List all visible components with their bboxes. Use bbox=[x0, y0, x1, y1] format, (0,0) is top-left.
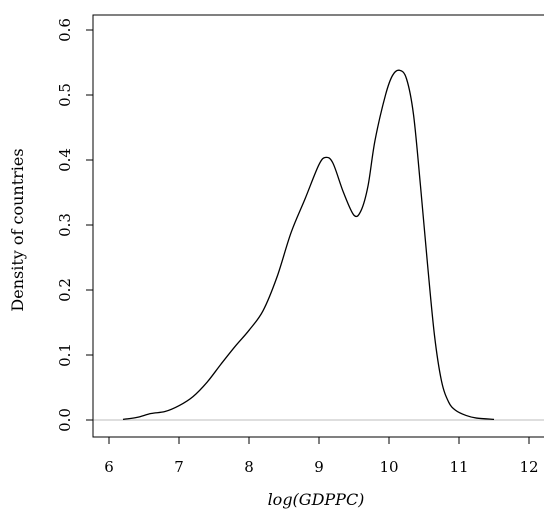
y-tick-label: 0.4 bbox=[56, 148, 74, 172]
y-axis: 0.0 0.1 0.2 0.3 0.4 0.5 0.6 bbox=[56, 18, 93, 432]
plot-frame bbox=[92, 14, 544, 438]
x-tick-label: 7 bbox=[174, 458, 184, 476]
density-curve bbox=[122, 69, 495, 420]
x-tick-label: 9 bbox=[314, 458, 324, 476]
x-axis: 6 7 8 9 10 11 12 bbox=[104, 437, 539, 476]
y-tick-label: 0.1 bbox=[56, 343, 74, 367]
y-tick-label: 0.3 bbox=[56, 213, 74, 237]
x-tick-label: 11 bbox=[449, 458, 468, 476]
x-tick-label: 10 bbox=[379, 458, 398, 476]
y-tick-label: 0.0 bbox=[56, 408, 74, 432]
y-tick-label: 0.5 bbox=[56, 83, 74, 107]
y-axis-title: Density of countries bbox=[8, 148, 27, 311]
x-tick-label: 12 bbox=[519, 458, 538, 476]
y-tick-label: 0.6 bbox=[56, 18, 74, 42]
x-tick-label: 6 bbox=[104, 458, 114, 476]
x-tick-label: 8 bbox=[244, 458, 254, 476]
x-axis-title: log(GDPPC) bbox=[268, 490, 365, 509]
y-tick-label: 0.2 bbox=[56, 278, 74, 302]
